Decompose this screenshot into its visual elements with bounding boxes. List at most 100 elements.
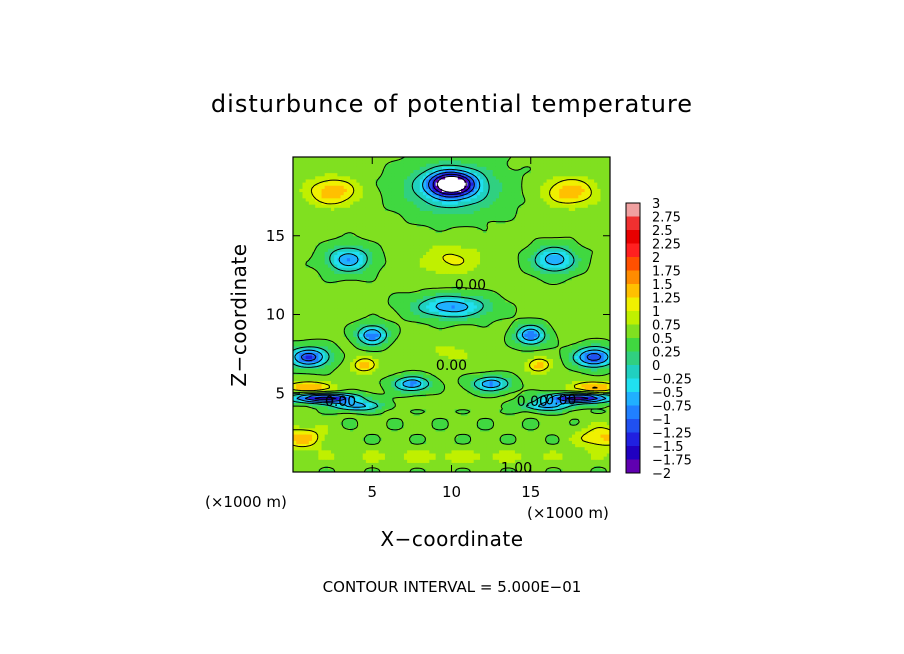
field-cell [346,358,351,363]
field-cell [407,330,411,334]
field-cell [362,248,367,252]
field-cell [397,456,402,460]
field-cell [419,204,424,208]
field-cell [299,166,303,170]
field-cell [350,175,354,180]
field-cell [403,434,408,438]
field-cell [397,453,402,457]
field-cell [422,216,427,221]
field-cell [337,273,341,278]
field-cell [410,358,414,363]
field-cell [413,427,418,432]
field-cell [337,301,341,306]
field-cell [432,440,437,445]
field-cell [413,172,418,177]
field-cell [340,443,345,448]
field-cell [422,260,427,265]
field-cell [375,229,379,233]
field-cell [356,339,360,344]
field-cell [305,226,310,230]
field-cell [337,468,341,472]
field-cell [365,163,370,167]
field-cell [315,163,319,167]
field-cell [315,459,319,463]
field-cell [302,333,307,337]
field-cell [369,443,373,448]
field-cell [429,273,433,278]
field-cell [315,352,319,356]
field-cell [378,446,383,451]
field-cell [305,449,310,454]
field-cell [340,267,345,271]
field-cell [384,390,389,394]
field-cell [296,286,300,290]
field-cell [369,383,373,388]
field-cell [353,314,357,319]
field-cell [343,424,348,429]
field-cell [350,399,354,404]
field-cell [448,295,452,300]
field-cell [375,188,379,193]
field-cell [419,355,424,359]
field-cell [391,386,395,391]
field-cell [438,226,443,230]
field-cell [384,289,389,293]
field-cell [384,254,389,259]
field-cell [438,204,443,208]
field-cell [308,437,313,441]
field-cell [305,292,310,296]
field-cell [318,361,322,366]
field-cell [384,292,389,296]
field-cell [321,270,326,274]
field-cell [397,352,402,356]
field-cell [312,383,316,388]
field-cell [359,453,364,457]
field-cell [435,235,440,240]
field-cell [429,169,433,174]
field-cell [448,179,452,183]
field-cell [340,289,345,293]
field-cell [410,317,414,322]
field-cell [384,393,389,397]
field-cell [435,311,440,315]
field-cell [337,216,341,221]
field-cell [384,352,389,356]
field-cell [419,220,424,224]
field-cell [362,257,367,262]
field-cell [331,424,335,429]
field-cell [438,405,443,410]
field-cell [378,361,383,366]
field-cell [403,462,408,467]
field-cell [441,368,446,372]
field-cell [426,226,430,230]
field-cell [296,412,300,416]
field-cell [435,289,440,293]
field-cell [312,301,316,306]
field-cell [293,216,297,221]
field-cell [302,188,307,193]
field-cell [375,330,379,334]
field-cell [305,421,310,426]
field-cell [410,279,414,284]
field-cell [350,418,354,422]
field-cell [321,276,326,281]
field-cell [378,317,383,322]
field-cell [350,377,354,382]
field-cell [362,364,367,369]
field-cell [441,333,446,337]
field-cell [445,305,449,309]
field-cell [293,229,297,233]
field-cell [369,191,373,196]
field-cell [340,339,345,344]
field-cell [441,223,446,227]
field-cell [432,323,437,328]
field-cell [400,336,405,341]
field-cell [416,257,421,262]
field-cell [422,317,427,322]
field-cell [308,368,313,372]
field-cell [394,235,399,240]
field-cell [293,333,297,337]
field-cell [308,396,313,400]
field-cell [359,358,364,363]
field-cell [353,459,357,463]
